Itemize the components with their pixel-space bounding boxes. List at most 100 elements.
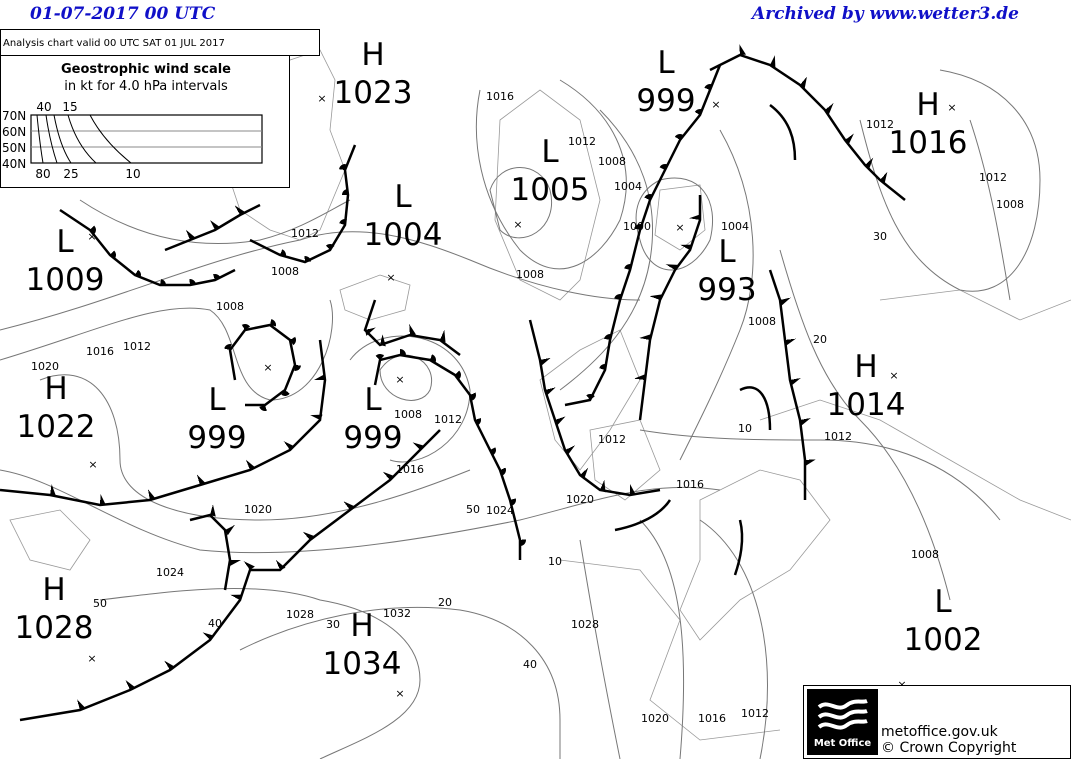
waves-icon [817,699,868,730]
met-office-credit: Met Office metoffice.gov.uk © Crown Copy… [803,685,1071,759]
isobar-label: 1012 [123,340,151,353]
site-link[interactable]: metoffice.gov.uk [881,724,998,740]
wind-speed-label: 10 [548,555,562,568]
centre-cross-icon: × [889,369,898,382]
archive-credit: Archived by www.wetter3.de [752,4,1019,24]
isobar-label: 1008 [911,548,939,561]
isobar-label: 1008 [748,315,776,328]
isobar-label: 1016 [486,90,514,103]
isobar-label: 1012 [741,707,769,720]
isobar-label: 1008 [996,198,1024,211]
pressure-centre-value: 999 [343,420,402,456]
pressure-centre-type: L [541,134,559,170]
pressure-centre-type: H [350,608,373,644]
centre-cross-icon: × [386,271,395,284]
wind-speed-label: 20 [813,333,827,346]
centre-cross-icon: × [897,678,906,691]
pressure-centre-value: 1002 [904,622,983,658]
wind-speed-label: 20 [438,596,452,609]
isobar-label: 1012 [824,430,852,443]
pressure-centre-type: H [916,87,939,123]
isobar-label: 1000 [623,220,651,233]
isobar-label: 1012 [291,227,319,240]
isobar-label: 1012 [568,135,596,148]
isobar-label: 1008 [516,268,544,281]
pressure-centre-type: L [56,224,74,260]
isobar-label: 1024 [486,504,514,517]
pressure-centre-value: 1005 [511,172,590,208]
centre-cross-icon: × [317,92,326,105]
isobar-label: 1012 [434,413,462,426]
isobar-label: 1012 [598,433,626,446]
pressure-centre-value: 1023 [334,75,413,111]
isobar-label: 1016 [676,478,704,491]
wind-speed-label: 30 [873,230,887,243]
isobar-label: 1020 [641,712,669,725]
wind-speed-label: 10 [738,422,752,435]
copyright: © Crown Copyright [881,740,1017,756]
latitude-label: 50N [2,141,26,155]
isobar-label: 1020 [566,493,594,506]
wind-speed-label: 40 [523,658,537,671]
pressure-centre-value: 1034 [323,646,402,682]
isobar-label: 1016 [86,345,114,358]
isobar-label: 1012 [866,118,894,131]
isobar-label: 1028 [571,618,599,631]
centre-cross-icon: × [395,687,404,700]
isobar-label: 1008 [598,155,626,168]
isobar-label: 1016 [396,463,424,476]
pressure-centre-value: 1009 [26,262,105,298]
pressure-centre-value: 1014 [827,387,906,423]
isobar-label: 1008 [271,265,299,278]
centre-cross-icon: × [395,373,404,386]
pressure-centre-type: H [42,572,65,608]
wind-scale-title: Geostrophic wind scale [60,62,231,77]
isobar-label: 1008 [216,300,244,313]
wind-tick-bottom: 80 [35,167,50,181]
pressure-centre-value: 1022 [17,409,96,445]
pressure-centre-type: L [364,382,382,418]
wind-tick-top: 40 [36,100,51,114]
pressure-centre-value: 999 [187,420,246,456]
pressure-centre-type: L [934,584,952,620]
pressure-centre-value: 999 [636,83,695,119]
centre-cross-icon: × [87,230,96,243]
wind-scale-subtitle: in kt for 4.0 hPa intervals [64,79,228,94]
centre-cross-icon: × [711,98,720,111]
pressure-centre-type: H [44,371,67,407]
centre-cross-icon: × [675,221,684,234]
wind-speed-label: 50 [93,597,107,610]
isobar-label: 1004 [721,220,749,233]
isobar-label: 1004 [614,180,642,193]
pressure-centre-value: 993 [697,272,756,308]
isobar-label: 1024 [156,566,184,579]
pressure-centre-type: H [854,349,877,385]
pressure-centre-value: 1016 [889,125,968,161]
pressure-centre-type: L [394,179,412,215]
wind-tick-top: 15 [62,100,77,114]
pressure-centre-type: L [657,45,675,81]
pressure-centre-type: H [361,37,384,73]
header-bar: 01-07-2017 00 UTC Archived by www.wetter… [0,0,1071,28]
centre-cross-icon: × [88,458,97,471]
isobar-label: 1012 [979,171,1007,184]
geostrophic-wind-scale: Geostrophic wind scale in kt for 4.0 hPa… [0,56,290,188]
pressure-centre-type: L [718,234,736,270]
isobar-label: 1008 [394,408,422,421]
isobar-label: 1032 [383,607,411,620]
met-office-logo: Met Office [807,689,878,755]
centre-cross-icon: × [947,101,956,114]
isobar-label: 1028 [286,608,314,621]
isobar-label: 1020 [244,503,272,516]
logo-text: Met Office [813,738,872,749]
wind-speed-label: 40 [208,617,222,630]
valid-time-label: Analysis chart valid 00 UTC SAT 01 JUL 2… [0,29,320,56]
centre-cross-icon: × [513,218,522,231]
wind-tick-bottom: 25 [63,167,78,181]
isobar-label: 1016 [698,712,726,725]
fronts [0,55,906,722]
centre-cross-icon: × [263,361,272,374]
pressure-centre-type: L [208,382,226,418]
